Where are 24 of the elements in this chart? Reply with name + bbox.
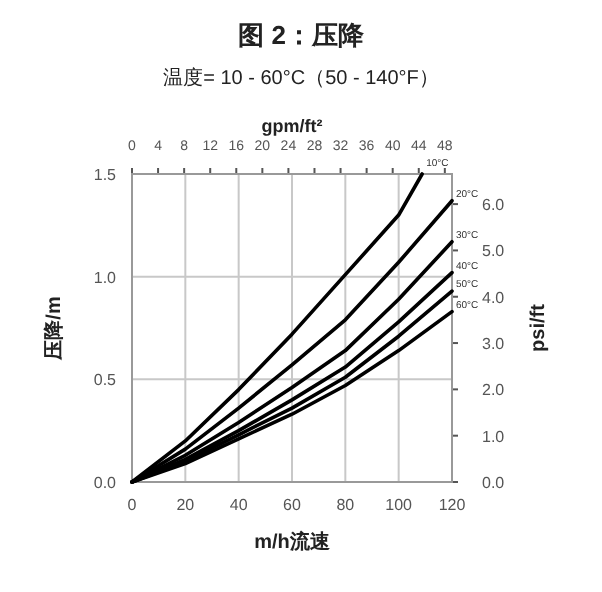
x-tick-label: 40 xyxy=(229,496,249,514)
x-axis-title: m/h流速 xyxy=(254,530,332,554)
y-tick-label: 1.5 xyxy=(93,166,118,184)
y-axis-title: 压降/m xyxy=(42,296,66,362)
x-tick-label: 20 xyxy=(176,496,196,514)
y2-tick-label: 2.0 xyxy=(482,381,506,400)
x-tick-label: 0 xyxy=(127,496,138,514)
y2-axis-title: psi/ft xyxy=(528,302,550,352)
chart-subtitle: 温度= 10 - 60°C（50 - 140°F） xyxy=(163,66,439,90)
chart-title: 图 2：压降 xyxy=(238,20,366,50)
y2-tick-label: 3.0 xyxy=(482,335,506,354)
x2-axis-title: gpm/ft² xyxy=(261,116,323,136)
y2-tick-label: 6.0 xyxy=(482,196,506,215)
y2-tick-label: 4.0 xyxy=(482,288,506,307)
x-tick-label: 80 xyxy=(336,496,356,514)
x-tick-label: 120 xyxy=(438,496,467,514)
y2-tick-label: 1.0 xyxy=(482,427,506,446)
y2-tick-label: 0.0 xyxy=(482,474,506,492)
y-tick-label: 0.5 xyxy=(93,371,118,390)
y2-tick-label: 5.0 xyxy=(482,242,506,261)
x-tick-label: 60 xyxy=(283,496,302,514)
y-tick-label: 1.0 xyxy=(93,268,118,287)
y-tick-label: 0.0 xyxy=(93,474,118,492)
x-tick-label: 100 xyxy=(385,496,414,514)
